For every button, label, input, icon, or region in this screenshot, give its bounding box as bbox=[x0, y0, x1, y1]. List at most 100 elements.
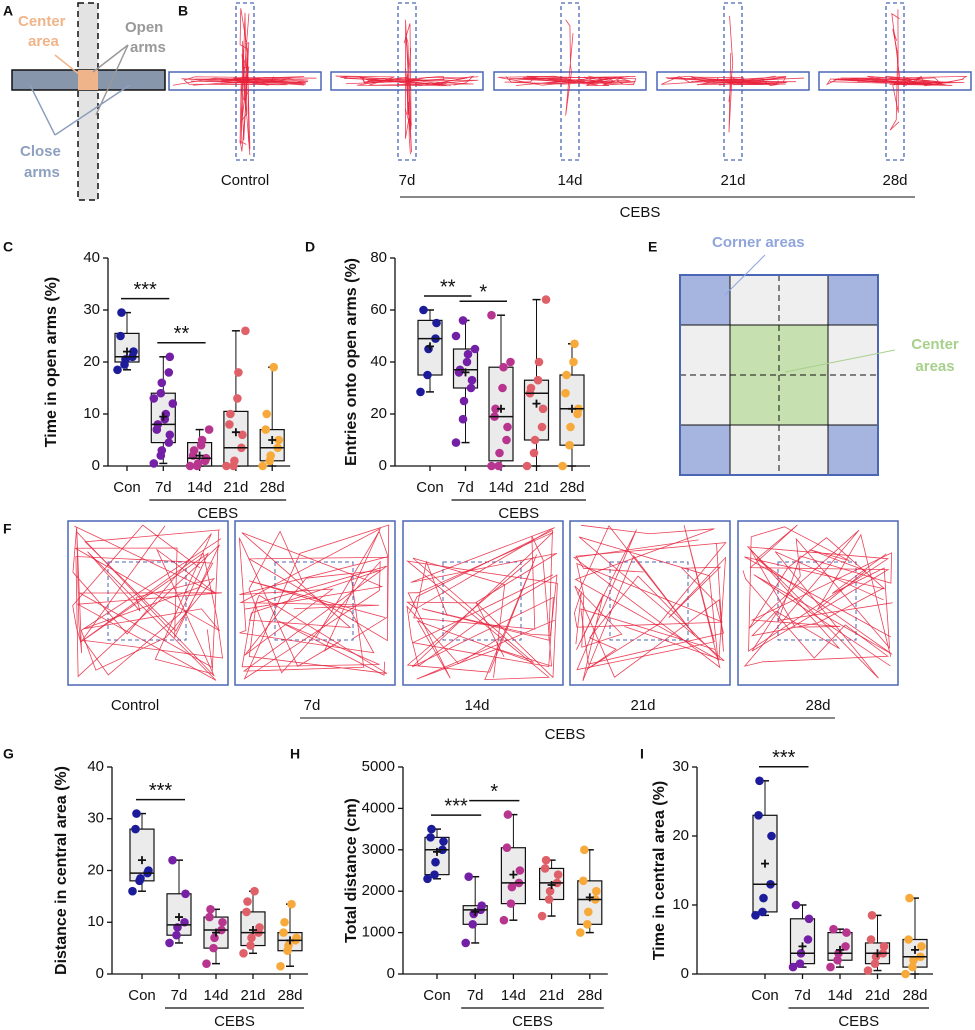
data-point bbox=[477, 901, 487, 910]
data-point bbox=[266, 451, 276, 460]
data-point bbox=[238, 430, 247, 440]
data-point bbox=[458, 316, 468, 325]
data-point bbox=[506, 899, 516, 908]
track bbox=[407, 532, 554, 679]
data-point bbox=[426, 833, 435, 842]
data-point bbox=[222, 461, 231, 471]
y-axis-label: Time in central area (%) bbox=[651, 781, 668, 960]
data-point bbox=[584, 907, 593, 917]
y-tick-label: 5000 bbox=[362, 758, 395, 775]
y-tick-label: 20 bbox=[370, 405, 387, 422]
data-point bbox=[538, 404, 548, 414]
group-label: CEBS bbox=[197, 505, 238, 522]
data-point bbox=[759, 893, 768, 903]
y-tick-label: 30 bbox=[672, 758, 689, 775]
label-close: arms bbox=[24, 164, 60, 181]
x-tick-label: 14d bbox=[827, 987, 852, 1004]
data-point bbox=[804, 914, 814, 924]
group-label: 14d bbox=[557, 172, 582, 189]
data-point bbox=[537, 911, 547, 921]
significance-label: *** bbox=[133, 279, 157, 301]
mean bbox=[138, 856, 146, 865]
y-tick-label: 0 bbox=[681, 965, 689, 982]
y-tick-label: 30 bbox=[83, 301, 100, 318]
panel-letter: H bbox=[290, 746, 300, 762]
data-point bbox=[533, 375, 543, 385]
panel-letter: G bbox=[3, 746, 14, 762]
data-point bbox=[451, 331, 461, 341]
data-point bbox=[430, 870, 439, 879]
data-point bbox=[247, 933, 256, 943]
open-field-schematic bbox=[679, 254, 896, 476]
data-point bbox=[541, 855, 551, 865]
data-point bbox=[566, 422, 575, 432]
data-point bbox=[569, 357, 578, 367]
x-tick-label: Con bbox=[128, 987, 156, 1004]
data-point bbox=[116, 331, 125, 341]
group-label: 21d bbox=[630, 697, 655, 714]
y-axis-label: Time in open arms (%) bbox=[43, 277, 60, 447]
x-tick-label: Con bbox=[113, 479, 141, 496]
data-point bbox=[463, 349, 473, 359]
x-tick-label: 7d bbox=[794, 987, 811, 1004]
panel-letter: I bbox=[640, 746, 644, 762]
y-tick-label: 10 bbox=[83, 405, 100, 422]
data-point bbox=[462, 357, 472, 367]
track bbox=[746, 526, 892, 679]
data-point bbox=[530, 435, 540, 445]
mean bbox=[798, 942, 807, 951]
data-point bbox=[544, 895, 554, 904]
open-arm bbox=[885, 2, 905, 161]
data-point bbox=[193, 459, 203, 468]
data-point bbox=[185, 461, 195, 471]
data-point bbox=[758, 907, 767, 917]
data-point bbox=[515, 866, 525, 875]
closed-arm bbox=[818, 71, 972, 91]
y-tick-label: 10 bbox=[87, 913, 104, 930]
data-point bbox=[459, 396, 469, 406]
group-label: 7d bbox=[399, 172, 416, 189]
data-point bbox=[507, 882, 517, 892]
data-point bbox=[128, 886, 137, 896]
data-point bbox=[157, 378, 167, 388]
data-point bbox=[755, 776, 764, 786]
track bbox=[243, 524, 390, 680]
significance-label: * bbox=[490, 781, 498, 803]
mean bbox=[836, 945, 844, 954]
data-point bbox=[904, 935, 913, 944]
label-center: area bbox=[28, 33, 60, 50]
data-point bbox=[432, 318, 441, 328]
label-close: Close bbox=[20, 143, 61, 160]
data-point bbox=[866, 935, 876, 944]
track bbox=[728, 15, 734, 133]
open-arm bbox=[397, 2, 417, 161]
arena bbox=[234, 520, 396, 686]
mean bbox=[761, 859, 769, 868]
y-tick-label: 0 bbox=[92, 457, 100, 474]
data-point bbox=[458, 414, 468, 424]
group-label: 28d bbox=[805, 697, 830, 714]
y-axis-label: Distance in central area (%) bbox=[53, 766, 70, 975]
data-point bbox=[202, 959, 211, 968]
panel-letter: F bbox=[3, 521, 12, 537]
mean bbox=[249, 926, 257, 935]
open-arm bbox=[235, 2, 255, 161]
data-point bbox=[431, 857, 440, 867]
data-point bbox=[842, 928, 851, 937]
track bbox=[238, 527, 386, 667]
data-point bbox=[863, 966, 873, 975]
data-point bbox=[487, 461, 496, 471]
panel-letter: D bbox=[305, 239, 315, 255]
data-point bbox=[274, 435, 284, 445]
x-tick-label: 21d bbox=[240, 987, 265, 1004]
data-point bbox=[262, 409, 272, 419]
data-point bbox=[423, 874, 432, 884]
y-tick-label: 0 bbox=[96, 965, 104, 982]
data-point bbox=[205, 912, 214, 922]
data-point bbox=[131, 824, 140, 834]
data-point bbox=[487, 310, 496, 320]
x-tick-label: 28d bbox=[277, 987, 302, 1004]
x-tick-label: 28d bbox=[260, 479, 285, 496]
data-point bbox=[165, 352, 175, 362]
